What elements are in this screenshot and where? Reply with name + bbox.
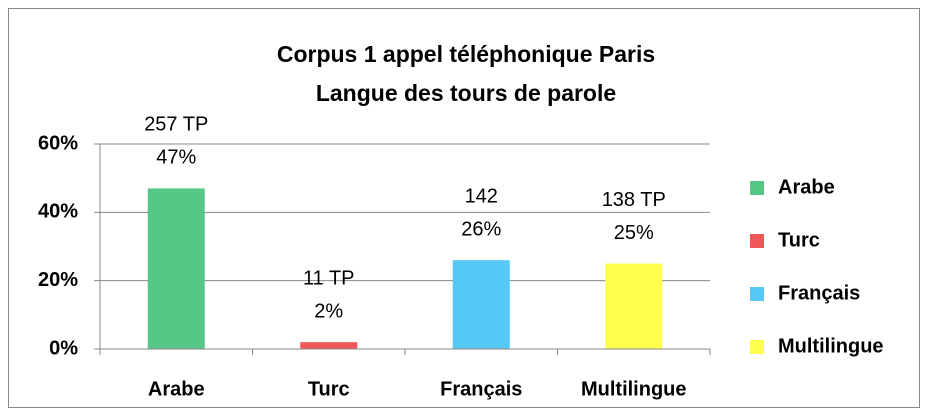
x-tick-label: Français	[440, 378, 522, 400]
bar	[452, 260, 510, 349]
legend-label: Turc	[778, 229, 820, 251]
x-tick-label: Multilingue	[581, 378, 687, 400]
value-label: 25%	[614, 222, 654, 244]
legend-swatch	[750, 181, 764, 195]
x-tick-label: Turc	[308, 378, 350, 400]
legend-swatch	[750, 234, 764, 248]
y-tick-label: 20%	[38, 269, 78, 291]
value-label: 47%	[156, 147, 196, 169]
value-label: 2%	[314, 300, 343, 322]
legend-label: Français	[778, 282, 860, 304]
count-label: 257 TP	[144, 114, 208, 136]
value-label: 26%	[461, 218, 501, 240]
bar	[605, 263, 663, 349]
y-tick-label: 0%	[49, 337, 78, 359]
chart-title: Corpus 1 appel téléphonique Paris	[277, 41, 655, 67]
y-tick-label: 40%	[38, 201, 78, 223]
y-tick-label: 60%	[38, 132, 78, 154]
bar	[300, 342, 358, 349]
legend-label: Arabe	[778, 176, 835, 198]
count-label: 138 TP	[602, 189, 666, 211]
bar	[147, 188, 205, 349]
legend-swatch	[750, 340, 764, 354]
x-tick-label: Arabe	[148, 378, 205, 400]
legend-label: Multilingue	[778, 335, 884, 357]
count-label: 11 TP	[303, 267, 355, 289]
count-label: 142	[465, 185, 498, 207]
chart-title: Langue des tours de parole	[316, 80, 616, 106]
legend-swatch	[750, 287, 764, 301]
